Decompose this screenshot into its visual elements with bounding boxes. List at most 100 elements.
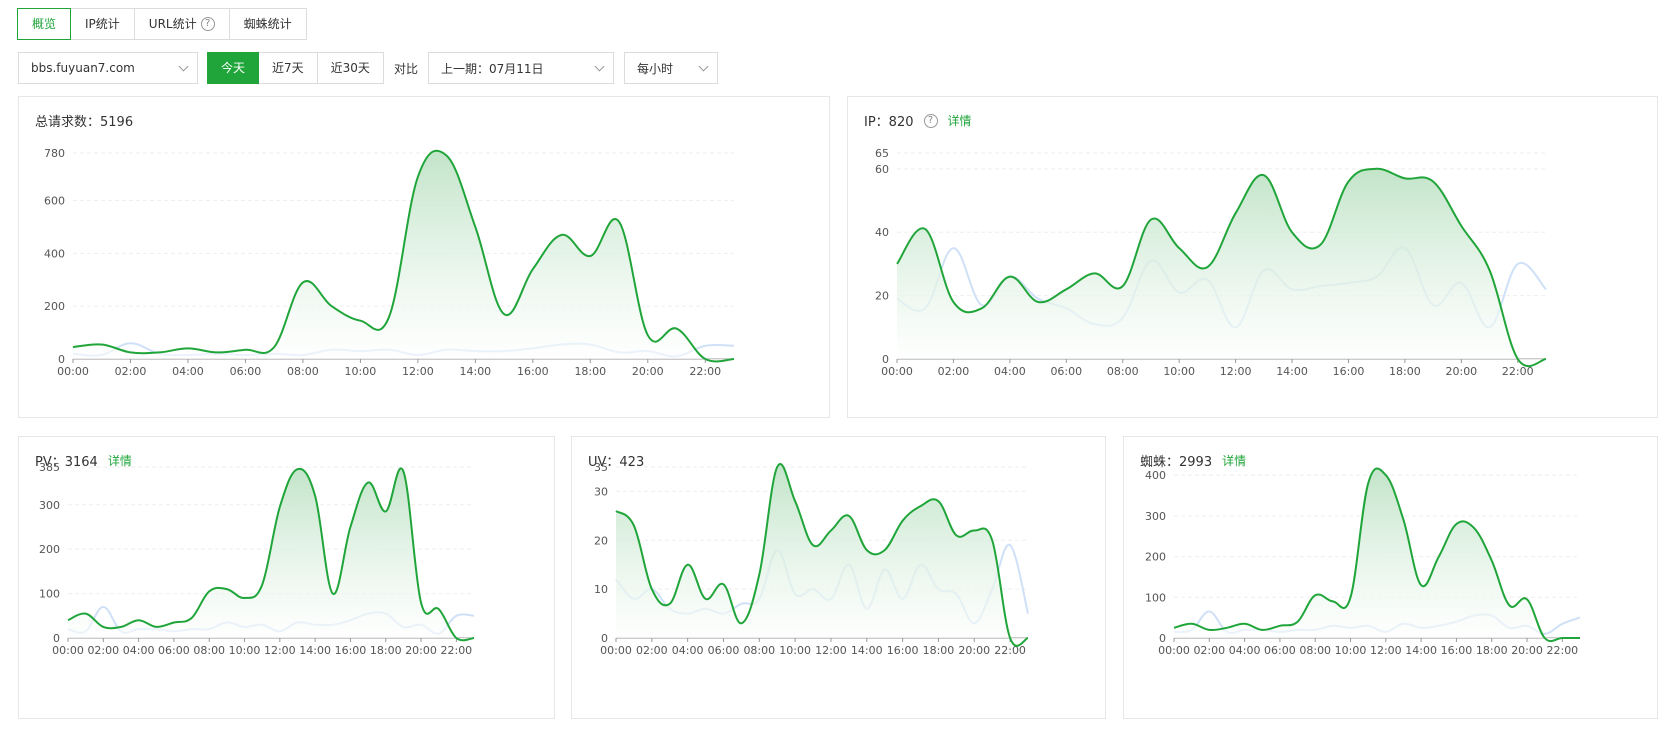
x-tick-label: 18:00 — [574, 365, 606, 378]
y-tick-label: 0 — [53, 632, 60, 645]
ip-detail-link[interactable]: 详情 — [947, 114, 972, 128]
interval-select[interactable]: 每小时 — [623, 52, 718, 84]
x-tick-label: 10:00 — [345, 365, 377, 378]
y-tick-label: 40 — [875, 226, 889, 239]
ip-chart-panel: IP：820 ? 详情 0 20 40 60 65 00:00 02:00 04:00 06:0… — [847, 96, 1658, 418]
pv-chart: 0 100 200 300 385 00:00 02:00 04:00 06:00 08:00 10… — [39, 461, 475, 657]
x-tick-label: 10:00 — [779, 644, 811, 657]
chevron-down-icon — [594, 61, 605, 71]
chevron-down-icon — [178, 61, 189, 71]
compare-select[interactable]: 上一期：07月11日 — [427, 52, 614, 84]
panel-header: UV：423 — [588, 451, 644, 470]
uv-total: UV：423 — [588, 455, 645, 470]
x-tick-label: 16:00 — [1333, 365, 1365, 378]
y-tick-label: 200 — [44, 300, 65, 313]
x-tick-label: 16:00 — [335, 644, 367, 657]
y-tick-label: 780 — [44, 147, 65, 160]
spider-detail-link[interactable]: 详情 — [1222, 454, 1247, 468]
tab-bar: 概览 IP统计 URL统计? 蜘蛛统计 — [17, 8, 307, 40]
help-icon[interactable]: ? — [200, 17, 215, 31]
chevron-down-icon — [698, 61, 709, 71]
site-select[interactable]: bbs.fuyuan7.com — [18, 52, 198, 84]
y-tick-label: 0 — [58, 353, 65, 366]
main-series-line — [1173, 467, 1580, 643]
x-tick-label: 02:00 — [1193, 644, 1225, 657]
main-series-area — [616, 463, 1028, 646]
range-30days-button[interactable]: 近30天 — [316, 52, 384, 84]
y-tick-label: 300 — [1145, 510, 1166, 523]
x-tick-label: 12:00 — [1220, 365, 1252, 378]
x-tick-label: 06:00 — [708, 644, 740, 657]
spider-chart-panel: 蜘蛛：2993 详情 0 100 200 300 400 00:00 02:00 04:00 0… — [1123, 436, 1658, 719]
tab-ip-stats[interactable]: IP统计 — [70, 8, 135, 40]
spider-chart: 0 100 200 300 400 00:00 02:00 04:00 06:00 08:00 10… — [1145, 467, 1581, 657]
x-tick-label: 10:00 — [229, 644, 261, 657]
x-tick-label: 08:00 — [193, 644, 225, 657]
x-tick-label: 16:00 — [1441, 644, 1473, 657]
pv-chart-panel: PV：3164 详情 0 100 200 300 385 00:00 02:00 04:00 0… — [18, 436, 555, 719]
interval-select-value: 每小时 — [636, 61, 673, 76]
x-tick-label: 16:00 — [887, 644, 919, 657]
main-series-line — [72, 149, 735, 363]
tab-spider-stats[interactable]: 蜘蛛统计 — [228, 8, 307, 40]
panel-header: PV：3164 详情 — [35, 451, 132, 470]
x-tick-label: 06:00 — [1264, 644, 1296, 657]
y-tick-label: 0 — [601, 632, 608, 645]
ip-total: IP：820 — [864, 115, 914, 130]
x-tick-label: 06:00 — [1050, 365, 1082, 378]
tab-label: 概览 — [32, 17, 57, 31]
y-tick-label: 10 — [594, 583, 608, 596]
main-series-area — [73, 150, 734, 362]
main-series-area — [897, 168, 1546, 367]
x-tick-label: 20:00 — [1445, 365, 1477, 378]
y-tick-label: 200 — [1145, 551, 1166, 564]
x-tick-label: 20:00 — [958, 644, 990, 657]
x-tick-label: 12:00 — [264, 644, 296, 657]
y-tick-label: 30 — [594, 485, 608, 498]
x-tick-label: 08:00 — [743, 644, 775, 657]
y-tick-label: 400 — [44, 247, 65, 260]
x-tick-label: 04:00 — [994, 365, 1026, 378]
x-tick-label: 06:00 — [230, 365, 262, 378]
x-tick-label: 00:00 — [600, 644, 632, 657]
x-tick-label: 20:00 — [632, 365, 664, 378]
x-tick-label: 22:00 — [994, 644, 1026, 657]
x-tick-label: 18:00 — [370, 644, 402, 657]
x-tick-label: 00:00 — [1158, 644, 1190, 657]
y-tick-label: 20 — [594, 534, 608, 547]
x-tick-label: 04:00 — [172, 365, 204, 378]
y-tick-label: 20 — [875, 290, 889, 303]
main-series-area — [68, 468, 474, 641]
x-tick-label: 14:00 — [299, 644, 331, 657]
pv-detail-link[interactable]: 详情 — [107, 454, 132, 468]
x-tick-label: 08:00 — [1107, 365, 1139, 378]
tab-url-stats[interactable]: URL统计? — [133, 8, 230, 40]
x-tick-label: 06:00 — [158, 644, 190, 657]
x-tick-label: 12:00 — [815, 644, 847, 657]
range-7days-button[interactable]: 近7天 — [258, 52, 318, 84]
tab-overview[interactable]: 概览 — [17, 8, 72, 40]
site-select-value: bbs.fuyuan7.com — [31, 61, 135, 75]
y-tick-label: 0 — [882, 353, 889, 366]
range-today-button[interactable]: 今天 — [207, 52, 260, 84]
help-icon[interactable]: ? — [923, 113, 938, 128]
tab-label: 蜘蛛统计 — [243, 17, 292, 31]
x-tick-label: 18:00 — [1476, 644, 1508, 657]
ip-chart: 0 20 40 60 65 00:00 02:00 04:00 06:00 08:00 10:00 1… — [875, 147, 1547, 378]
x-tick-label: 02:00 — [115, 365, 147, 378]
y-tick-label: 0 — [1159, 632, 1166, 645]
x-tick-label: 02:00 — [636, 644, 668, 657]
x-tick-label: 14:00 — [1405, 644, 1437, 657]
panel-header: 蜘蛛：2993 详情 — [1140, 451, 1246, 470]
tab-label: URL统计 — [148, 17, 197, 31]
x-tick-label: 00:00 — [57, 365, 89, 378]
y-tick-label: 300 — [39, 499, 60, 512]
y-tick-label: 600 — [44, 195, 65, 208]
x-tick-label: 22:00 — [689, 365, 721, 378]
main-series-line — [615, 463, 1029, 647]
y-tick-label: 100 — [39, 588, 60, 601]
requests-chart: 0 200 400 600 780 00:00 02:00 04:00 06:00 08:00 10… — [44, 147, 735, 378]
x-tick-label: 08:00 — [1299, 644, 1331, 657]
x-tick-label: 02:00 — [938, 365, 970, 378]
x-tick-label: 20:00 — [405, 644, 437, 657]
